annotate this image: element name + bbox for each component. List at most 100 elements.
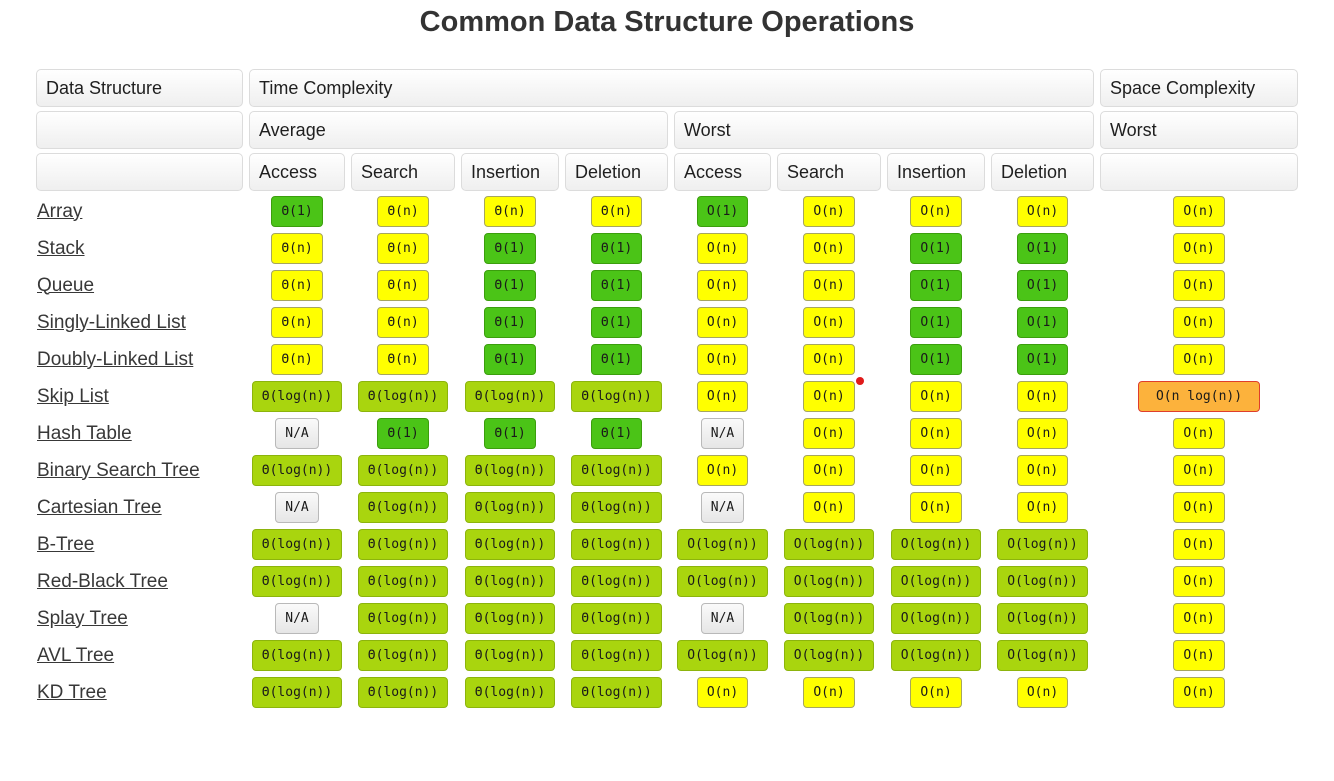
complexity-badge: Θ(n) <box>377 307 429 338</box>
complexity-cell: O(n) <box>887 491 985 524</box>
complexity-badge: Θ(n) <box>271 270 323 301</box>
complexity-badge: O(1) <box>696 196 749 227</box>
complexity-badge: Θ(log(n)) <box>357 603 449 634</box>
complexity-cell: O(1) <box>887 232 985 265</box>
data-structure-cell: KD Tree <box>36 676 243 709</box>
header-data-structure: Data Structure <box>36 69 243 107</box>
complexity-cell: Θ(log(n)) <box>565 528 668 561</box>
data-structure-link[interactable]: AVL Tree <box>37 644 115 666</box>
data-structure-cell: Queue <box>36 269 243 302</box>
complexity-cell: Θ(n) <box>351 306 455 339</box>
complexity-badge: Θ(log(n)) <box>571 677 662 708</box>
data-structure-link[interactable]: Hash Table <box>37 422 132 444</box>
complexity-badge: O(n) <box>803 492 855 523</box>
complexity-badge: O(n) <box>910 196 962 227</box>
complexity-badge: Θ(n) <box>377 233 429 264</box>
complexity-badge: Θ(1) <box>377 418 429 449</box>
complexity-badge: Θ(log(n)) <box>251 677 343 708</box>
complexity-cell: O(log(n)) <box>887 528 985 561</box>
header-space-complexity: Space Complexity <box>1100 69 1298 107</box>
complexity-cell: O(n) <box>674 343 771 376</box>
table-row: Binary Search Tree Θ(log(n)) Θ(log(n)) Θ(lo… <box>36 454 1298 487</box>
complexity-cell: O(n) <box>1100 528 1298 561</box>
complexity-cell: O(n) <box>1100 602 1298 635</box>
complexity-cell: O(n) <box>1100 491 1298 524</box>
data-structure-link[interactable]: Binary Search Tree <box>37 459 200 481</box>
complexity-cell: Θ(n) <box>249 269 345 302</box>
header-blank-cell <box>36 153 243 191</box>
complexity-cell: O(n) <box>991 380 1094 413</box>
complexity-badge: O(log(n)) <box>783 603 875 634</box>
complexity-badge: Θ(log(n)) <box>464 529 556 560</box>
data-structure-link[interactable]: Red-Black Tree <box>37 570 168 592</box>
complexity-cell: O(n) <box>1100 417 1298 450</box>
complexity-badge: O(1) <box>1016 270 1069 301</box>
complexity-badge: N/A <box>700 603 745 634</box>
header-blank-cell <box>36 111 243 149</box>
complexity-cell: O(n) <box>991 676 1094 709</box>
complexity-badge: O(n) <box>910 381 962 412</box>
header-blank-cell <box>1100 153 1298 191</box>
complexity-cell: Θ(log(n)) <box>565 676 668 709</box>
data-structure-link[interactable]: KD Tree <box>37 681 107 703</box>
complexity-badge: O(n) <box>1173 344 1225 375</box>
data-structure-link[interactable]: Singly-Linked List <box>37 311 186 333</box>
complexity-badge: O(n) <box>1173 196 1225 227</box>
complexity-cell: O(1) <box>887 343 985 376</box>
data-structure-link[interactable]: B-Tree <box>37 533 95 555</box>
complexity-badge: Θ(n) <box>271 307 323 338</box>
page-title: Common Data Structure Operations <box>419 6 915 38</box>
header-worst-access: Access <box>674 153 771 191</box>
complexity-badge: O(n) <box>803 418 855 449</box>
table-row: Hash Table N/A Θ(1) Θ(1) Θ(1) N/A O(n) O(n) O(n)… <box>36 417 1298 450</box>
data-structure-link[interactable]: Doubly-Linked List <box>37 348 194 370</box>
complexity-cell: O(n) <box>1100 565 1298 598</box>
header-row-1: Data Structure Time Complexity Space Com… <box>36 69 1298 107</box>
complexity-cell: Θ(log(n)) <box>351 454 455 487</box>
complexity-cell: O(1) <box>991 232 1094 265</box>
complexity-cell: O(n) <box>887 195 985 228</box>
data-structure-link[interactable]: Array <box>37 200 83 222</box>
complexity-badge: O(n) <box>1016 455 1069 486</box>
complexity-cell: O(n) <box>1100 639 1298 672</box>
complexity-badge: O(log(n)) <box>890 529 982 560</box>
header-avg-insertion: Insertion <box>461 153 559 191</box>
complexity-badge: O(log(n)) <box>997 529 1088 560</box>
complexity-badge: O(log(n)) <box>890 640 982 671</box>
complexity-cell: O(n) <box>991 454 1094 487</box>
complexity-badge: O(n) <box>696 270 749 301</box>
data-structure-link[interactable]: Skip List <box>37 385 109 407</box>
header-avg-access: Access <box>249 153 345 191</box>
complexity-cell: Θ(log(n)) <box>461 528 559 561</box>
complexity-cell: Θ(log(n)) <box>249 380 345 413</box>
data-structure-link[interactable]: Splay Tree <box>37 607 128 629</box>
complexity-badge: O(n) <box>910 677 962 708</box>
complexity-cell: Θ(1) <box>565 232 668 265</box>
complexity-cell: O(log(n)) <box>777 639 881 672</box>
complexity-badge: O(n) <box>1173 492 1225 523</box>
complexity-cell: N/A <box>249 491 345 524</box>
complexity-cell: O(n) <box>777 306 881 339</box>
data-structure-link[interactable]: Cartesian Tree <box>37 496 162 518</box>
header-time-complexity: Time Complexity <box>249 69 1094 107</box>
complexity-cell: Θ(log(n)) <box>461 602 559 635</box>
data-structure-link[interactable]: Queue <box>37 274 95 296</box>
complexity-badge: O(n) <box>696 677 749 708</box>
complexity-badge: O(n) <box>803 344 855 375</box>
complexity-badge: Θ(n) <box>377 270 429 301</box>
complexity-badge: Θ(1) <box>484 344 536 375</box>
complexity-badge: O(log(n)) <box>677 529 768 560</box>
complexity-cell: O(n) <box>1100 454 1298 487</box>
complexity-cell: Θ(log(n)) <box>565 380 668 413</box>
complexity-cell: O(1) <box>674 195 771 228</box>
complexity-cell: Θ(1) <box>565 343 668 376</box>
complexity-cell: Θ(n) <box>565 195 668 228</box>
header-avg-deletion: Deletion <box>565 153 668 191</box>
complexity-cell: Θ(n) <box>351 343 455 376</box>
data-structure-link[interactable]: Stack <box>37 237 85 259</box>
header-row-3: Access Search Insertion Deletion Access … <box>36 153 1298 191</box>
complexity-badge: O(n) <box>803 233 855 264</box>
complexity-badge: O(log(n)) <box>783 529 875 560</box>
complexity-cell: Θ(1) <box>461 306 559 339</box>
complexity-badge: Θ(log(n)) <box>251 529 343 560</box>
